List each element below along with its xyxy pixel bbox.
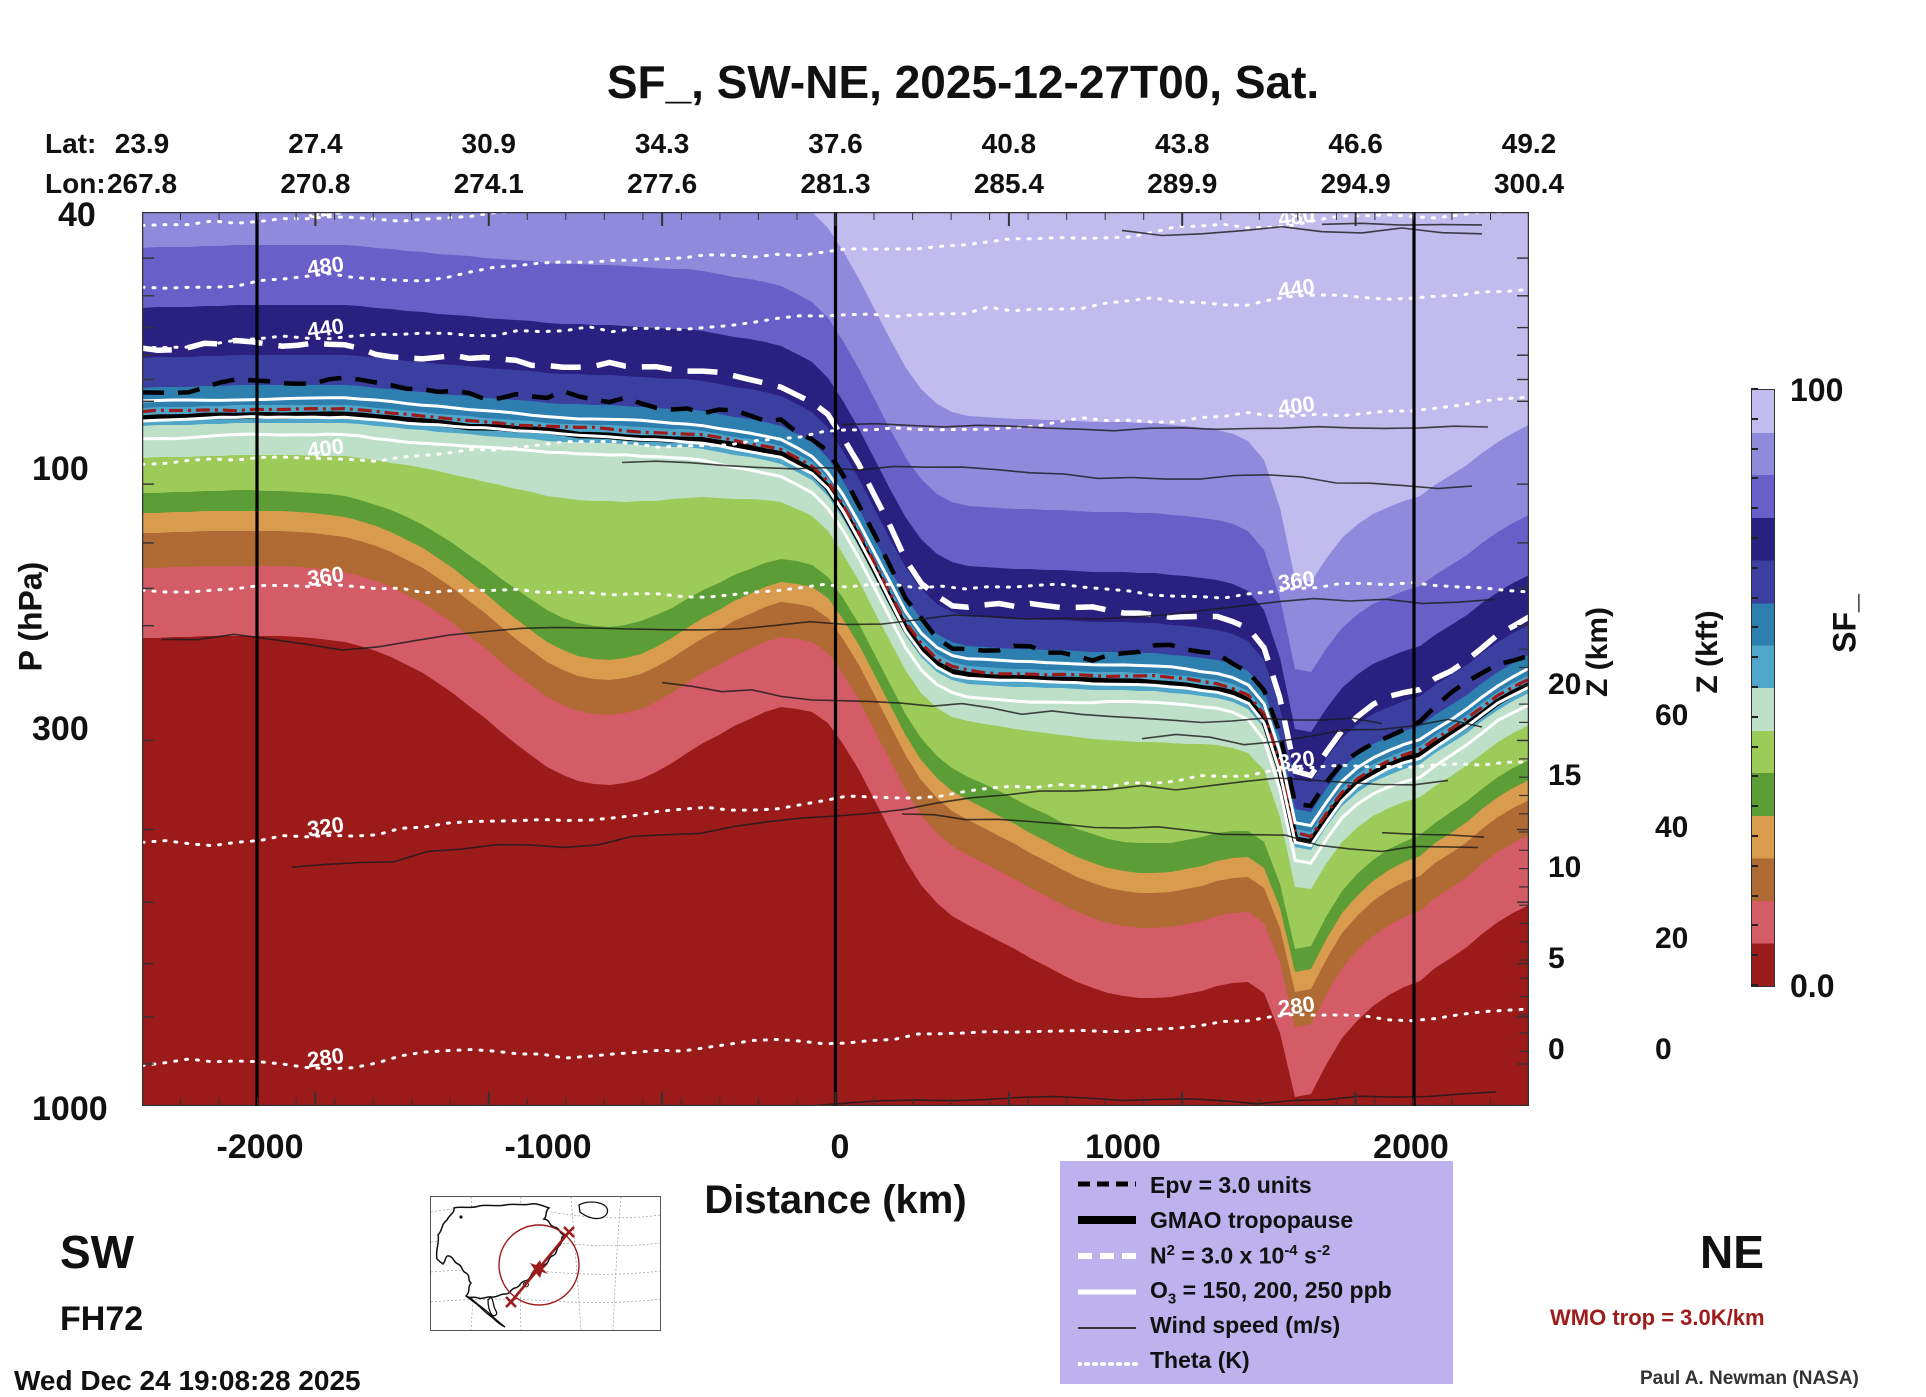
svg-text:440: 440: [1277, 273, 1317, 303]
svg-text:520: 520: [1277, 157, 1317, 187]
svg-text:360: 360: [1277, 566, 1317, 596]
svg-text:320: 320: [1277, 745, 1317, 775]
svg-text:280: 280: [306, 1043, 346, 1073]
svg-text:440: 440: [306, 313, 346, 343]
svg-text:320: 320: [306, 812, 346, 842]
svg-text:400: 400: [1277, 391, 1317, 421]
svg-text:400: 400: [306, 433, 346, 463]
svg-text:360: 360: [306, 561, 346, 591]
svg-text:480: 480: [306, 251, 346, 281]
svg-text:280: 280: [1277, 991, 1317, 1021]
